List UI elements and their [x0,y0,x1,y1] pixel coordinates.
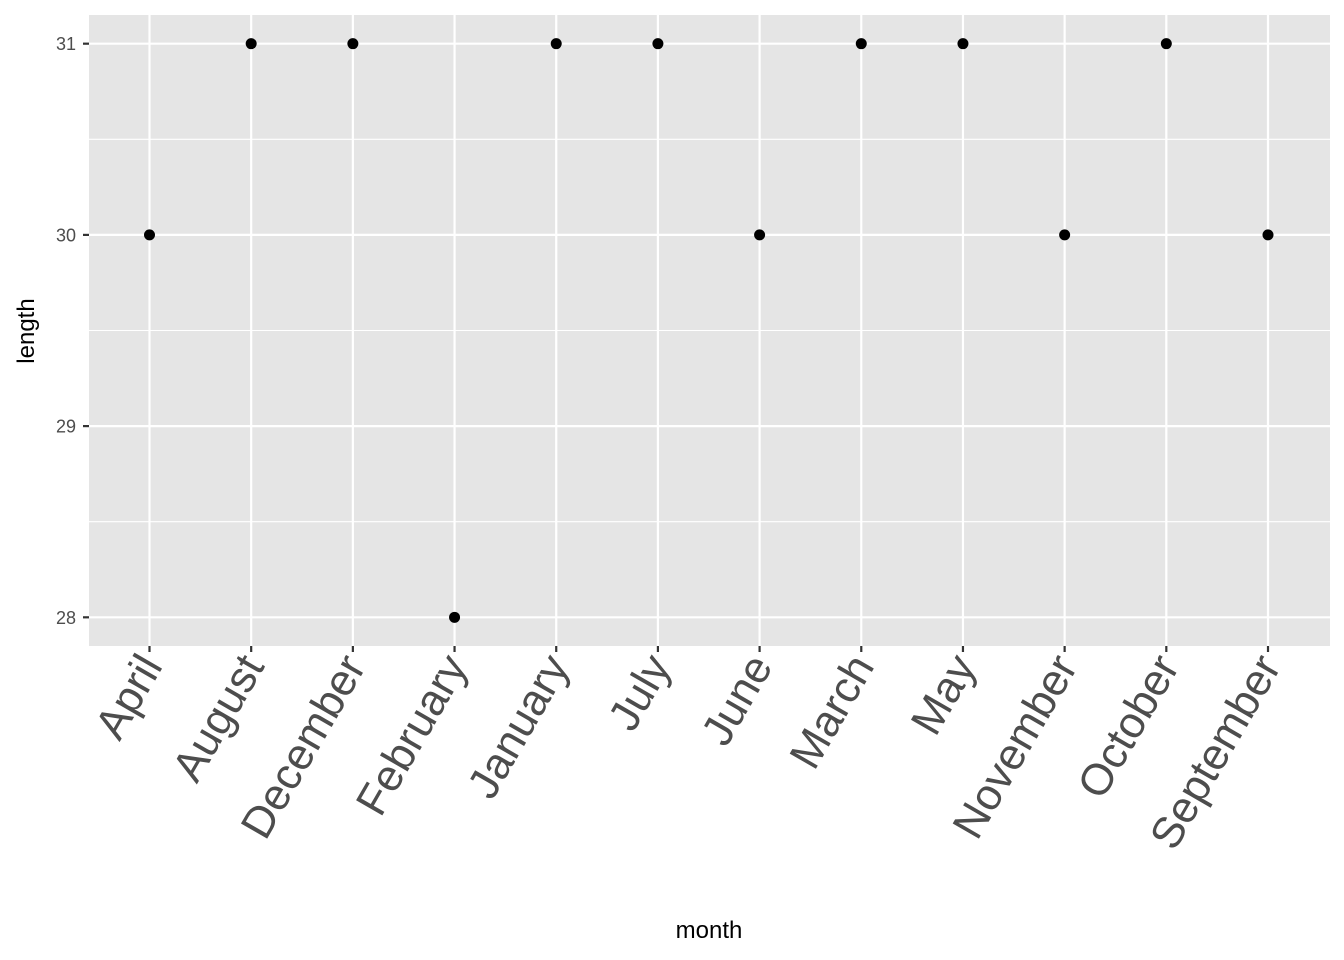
data-point [1059,229,1071,241]
data-point [347,38,359,50]
x-tick-label: August [163,647,274,790]
major-gridlines [89,15,1330,646]
y-tick-label: 31 [56,34,76,54]
y-tick-label: 29 [56,417,76,437]
minor-gridlines [89,138,1330,523]
data-point [449,611,461,623]
data-points [144,38,1274,623]
x-tick-label: March [780,647,884,777]
data-point [1262,229,1274,241]
data-point [144,229,155,241]
y-axis: 28 29 30 31 [56,34,89,628]
data-point [550,38,562,50]
data-point [245,38,257,50]
y-tick-label: 30 [56,225,76,245]
data-point [652,38,664,50]
data-point [957,38,969,50]
data-point [754,229,766,241]
data-point [855,38,867,50]
x-tick-label: June [692,647,782,754]
y-tick-label: 28 [56,608,76,628]
x-axis-title: month [676,917,743,944]
data-point [1160,38,1172,50]
x-tick-label: July [599,647,681,739]
x-tick-label: May [902,647,986,743]
y-axis-title: length [13,298,40,363]
x-tick-label: April [86,647,172,748]
